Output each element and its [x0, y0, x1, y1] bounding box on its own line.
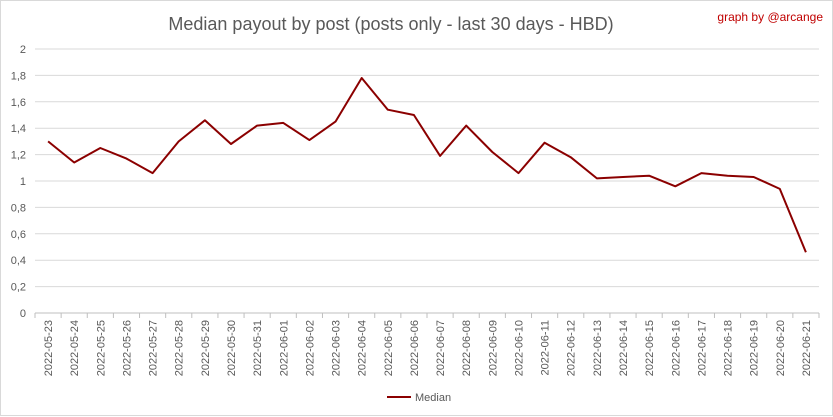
data-point [306, 137, 312, 143]
data-point [568, 154, 574, 160]
data-point [385, 107, 391, 113]
chart-title: Median payout by post (posts only - last… [168, 14, 613, 34]
x-tick-label: 2022-06-20 [775, 320, 787, 376]
data-point [45, 138, 51, 144]
data-point [97, 145, 103, 151]
x-tick-label: 2022-06-09 [487, 320, 499, 376]
x-tick-label: 2022-06-08 [461, 320, 473, 376]
x-tick-label: 2022-06-18 [723, 320, 735, 376]
x-axis: 2022-05-23 2022-05-24 2022-05-25 2022-05-26… [34, 312, 820, 376]
data-point [71, 160, 77, 166]
y-tick-label: 2 [20, 44, 26, 56]
data-point [437, 153, 443, 159]
y-tick-label: 1,2 [11, 150, 26, 162]
y-tick-label: 1,6 [11, 97, 26, 109]
x-tick-label: 2022-06-02 [304, 320, 316, 376]
y-axis: 0 0,2 0,4 0,6 0,8 1 1,2 1,4 1,6 1,8 2 [11, 44, 26, 320]
data-point [698, 170, 704, 176]
x-tick-label: 2022-05-25 [95, 320, 107, 376]
x-tick-label: 2022-06-03 [331, 320, 343, 376]
data-point [359, 75, 365, 81]
x-tick-label: 2022-06-05 [383, 320, 395, 376]
data-point [751, 174, 757, 180]
x-tick-label: 2022-06-16 [670, 320, 682, 376]
data-point [280, 120, 286, 126]
data-point [515, 170, 521, 176]
y-tick-label: 1,8 [11, 70, 26, 82]
y-tick-label: 1 [20, 176, 26, 188]
x-tick-label: 2022-06-11 [540, 320, 552, 375]
data-point [176, 138, 182, 144]
data-point [725, 173, 731, 179]
x-tick-label: 2022-06-06 [409, 320, 421, 376]
y-tick-label: 0,6 [11, 229, 26, 241]
data-point [228, 141, 234, 147]
x-tick-label: 2022-05-23 [43, 320, 55, 376]
x-tick-label: 2022-06-15 [644, 320, 656, 376]
data-point [646, 173, 652, 179]
data-point [202, 117, 208, 123]
data-point [254, 123, 260, 129]
x-tick-label: 2022-06-01 [278, 320, 290, 376]
y-tick-label: 0,8 [11, 202, 26, 214]
gridlines [35, 48, 819, 288]
data-point [594, 175, 600, 181]
data-point [489, 149, 495, 155]
x-tick-label: 2022-06-10 [513, 320, 525, 376]
legend-label-median: Median [415, 392, 451, 404]
y-tick-label: 0 [20, 308, 26, 320]
x-tick-label: 2022-06-17 [696, 320, 708, 376]
x-tick-label: 2022-06-14 [618, 320, 630, 376]
x-tick-label: 2022-05-29 [200, 320, 212, 376]
x-tick-label: 2022-05-31 [252, 320, 264, 376]
series-line-median [47, 77, 807, 253]
x-tick-label: 2022-06-19 [749, 320, 761, 376]
x-tick-label: 2022-05-30 [226, 320, 238, 376]
legend: Median [387, 392, 451, 404]
data-point [803, 249, 809, 255]
x-tick-label: 2022-06-12 [566, 320, 578, 376]
x-tick-label: 2022-05-27 [148, 320, 160, 376]
data-point [672, 183, 678, 189]
data-point [777, 186, 783, 192]
x-tick-label: 2022-05-26 [121, 320, 133, 376]
series-layer [45, 75, 809, 255]
data-point [123, 156, 129, 162]
data-point [620, 174, 626, 180]
x-tick-label: 2022-05-28 [174, 320, 186, 376]
data-point [463, 123, 469, 129]
data-point [411, 112, 417, 118]
x-tick-label: 2022-06-07 [435, 320, 447, 376]
y-tick-label: 1,4 [11, 123, 26, 135]
x-tick-label: 2022-06-04 [357, 320, 369, 376]
x-tick-label: 2022-05-24 [69, 320, 81, 376]
data-point [542, 140, 548, 146]
y-tick-label: 0,2 [11, 282, 26, 294]
data-point [150, 170, 156, 176]
x-tick-label: 2022-06-21 [801, 320, 813, 376]
y-tick-label: 0,4 [11, 255, 26, 267]
data-point [333, 119, 339, 125]
x-tick-label: 2022-06-13 [592, 320, 604, 376]
chart-credit: graph by @arcange [717, 10, 823, 24]
